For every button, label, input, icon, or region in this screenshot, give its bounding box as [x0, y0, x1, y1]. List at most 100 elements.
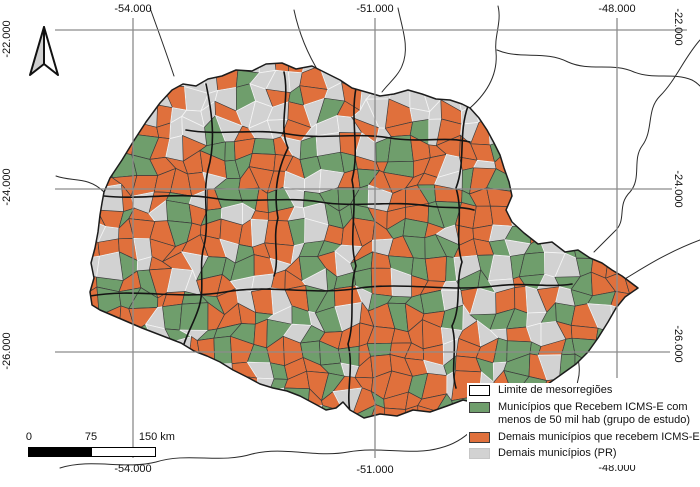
municipality-cell	[301, 404, 324, 418]
municipality-cell	[522, 86, 550, 107]
municipality-cell	[644, 154, 662, 174]
municipality-cell	[134, 404, 147, 418]
municipality-cell	[350, 431, 375, 447]
municipality-cell	[118, 378, 142, 401]
municipality-cell	[104, 380, 122, 401]
mesoregion-line	[451, 105, 469, 389]
grid-label-right-lat3: -26.000	[672, 325, 684, 363]
mesoregion-boundaries	[90, 71, 573, 413]
scale-bar-labels: 0 75 150 km	[25, 431, 175, 445]
municipality-cell	[134, 378, 150, 394]
mesoregion-line	[183, 83, 214, 345]
municipality-cell	[546, 116, 567, 138]
municipality-cell	[641, 366, 667, 374]
map-legend: Limite de mesorregiões Municípios que Re…	[467, 383, 700, 465]
municipality-cell	[94, 115, 116, 138]
municipality-cell	[196, 396, 224, 411]
municipality-cell	[148, 356, 172, 381]
municipality-cell	[90, 321, 105, 346]
municipality-cell	[571, 141, 593, 163]
scale-bar-graphic	[28, 447, 156, 457]
municipality-cell	[571, 81, 597, 104]
municipality-cell	[318, 63, 344, 67]
municipality-cell	[611, 190, 629, 211]
legend-label-other-pr: Demais municípios (PR)	[498, 447, 617, 459]
municipality-cell	[472, 85, 493, 112]
municipality-cell	[589, 119, 615, 146]
legend-label-study-group: Municípios que Recebem ICMS-E com menos …	[498, 400, 691, 427]
municipality-cell	[603, 204, 634, 229]
mesoregion-line	[185, 129, 471, 143]
municipality-cell	[536, 199, 564, 231]
municipality-cell	[627, 152, 638, 173]
mesoregion-line	[347, 87, 357, 413]
municipality-cell	[540, 63, 565, 75]
grid-label-left-lat1: -22.000	[1, 20, 13, 58]
municipality-cell	[90, 383, 107, 397]
municipality-cell	[647, 308, 666, 326]
municipality-cell	[274, 63, 290, 73]
municipality-cell	[502, 137, 533, 157]
municipality-cell	[610, 63, 629, 78]
municipality-cell	[165, 376, 188, 401]
municipality-cell	[94, 322, 120, 344]
municipality-cell	[135, 344, 157, 367]
municipality-cell	[536, 186, 564, 211]
municipality-cell	[610, 304, 632, 334]
neighbor-line	[618, 239, 700, 289]
municipality-cell	[418, 63, 448, 77]
municipality-cell	[586, 202, 617, 220]
municipality-cell	[553, 82, 575, 104]
municipality-cell	[103, 404, 123, 418]
municipality-cell	[553, 206, 576, 221]
municipality-cell	[230, 412, 259, 418]
municipality-cell	[434, 63, 466, 77]
legend-swatch-other-pr	[469, 448, 490, 459]
municipality-cell	[458, 63, 482, 70]
municipality-cell	[90, 135, 108, 154]
municipality-cell	[640, 100, 668, 128]
municipality-cell	[369, 63, 396, 78]
legend-item-mesoregion-limit: Limite de mesorregiões	[469, 384, 700, 398]
grid-label-top-lon1: -54.000	[114, 3, 152, 15]
municipality-cell	[222, 373, 233, 399]
municipality-cell	[487, 115, 512, 146]
municipality-cell	[221, 387, 245, 414]
mesoregion-line	[273, 71, 289, 277]
scale-label-0: 0	[25, 431, 32, 443]
municipality-cell	[588, 154, 617, 178]
legend-item-other-icmse: Demais municípios que recebem ICMS-E	[469, 431, 700, 445]
municipality-cell	[424, 256, 447, 282]
municipality-cell	[565, 133, 584, 163]
municipality-cell	[437, 428, 463, 446]
grid-label-bottom-lon3: -48.000	[598, 462, 636, 474]
legend-label-mesoregion-limit: Limite de mesorregiões	[498, 384, 613, 396]
municipality-cell	[540, 167, 564, 189]
municipality-cell	[90, 104, 99, 125]
municipality-cell	[163, 407, 194, 418]
municipality-cell	[134, 386, 150, 418]
municipality-cell	[120, 64, 140, 88]
municipality-cell	[612, 321, 631, 339]
municipality-cell	[587, 167, 615, 197]
municipality-cell	[146, 71, 175, 92]
municipality-cell	[90, 404, 108, 418]
municipality-cell	[488, 63, 508, 90]
municipality-cell	[574, 183, 602, 208]
municipality-cell	[219, 426, 234, 451]
municipality-cell	[435, 410, 458, 418]
grid-label-bottom-lon1: -54.000	[114, 463, 152, 475]
municipality-cell	[456, 68, 482, 89]
municipality-cell	[540, 69, 565, 95]
municipality-cell	[540, 159, 567, 180]
municipality-cell	[94, 82, 126, 107]
municipality-cell	[255, 405, 274, 418]
municipality-cell	[646, 256, 665, 275]
scale-label-75: 75	[84, 431, 98, 443]
municipality-cell	[231, 387, 260, 416]
municipality-cell	[554, 183, 577, 211]
municipality-cell	[265, 405, 290, 418]
municipality-cell	[184, 380, 203, 398]
scale-bar: 0 75 150 km	[25, 431, 175, 457]
